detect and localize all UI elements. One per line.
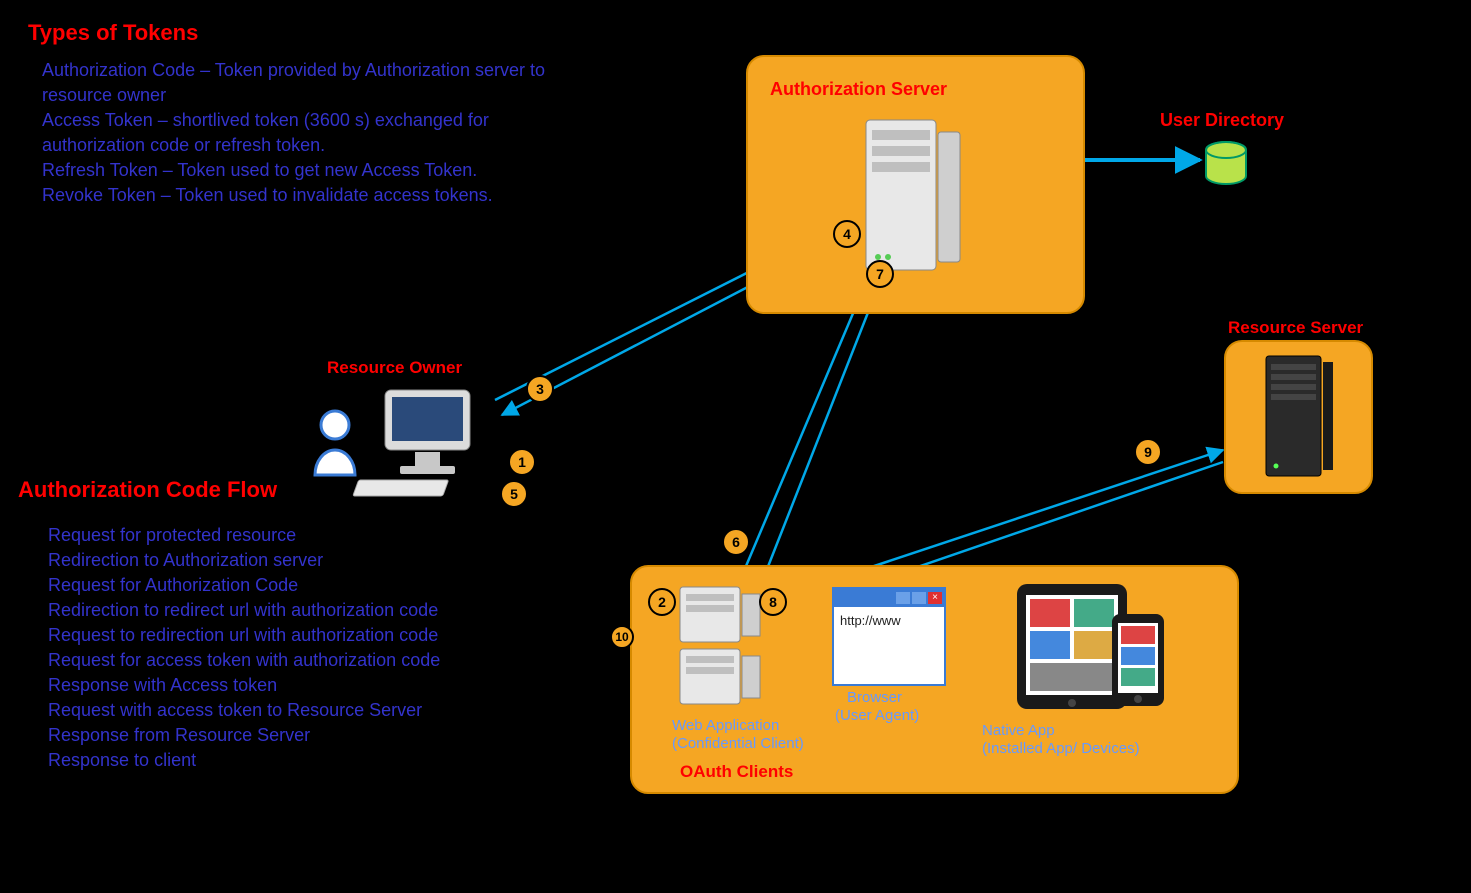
resource-server-icon (1261, 354, 1336, 480)
step-badge-6: 6 (722, 528, 750, 556)
step-badge-3: 3 (526, 375, 554, 403)
label-user-directory: User Directory (1160, 110, 1284, 131)
heading-auth-code-flow: Authorization Code Flow (18, 477, 277, 503)
step-badge-10: 10 (610, 625, 634, 649)
edge-owner-client-b (510, 490, 648, 618)
label-authorization-server: Authorization Server (770, 79, 947, 100)
resource-owner-icon (300, 380, 510, 500)
label-native-1: Native App (982, 722, 1055, 739)
database-icon (1200, 140, 1252, 192)
step-badge-9: 9 (1134, 438, 1162, 466)
browser-url-text: http://www (834, 607, 944, 634)
edge-auth-client-7 (758, 282, 880, 592)
step-badge-4: 4 (833, 220, 861, 248)
step-badge-7: 7 (866, 260, 894, 288)
token-types-body: Authorization Code – Token provided by A… (42, 58, 545, 208)
diagram-canvas: { "headings": { "types_of_tokens": "Type… (0, 0, 1471, 893)
web-application-icon (672, 582, 767, 712)
step-badge-8: 8 (759, 588, 787, 616)
label-native-2: (Installed App/ Devices) (982, 740, 1140, 757)
step-badge-2: 2 (648, 588, 676, 616)
label-browser-2: (User Agent) (835, 707, 919, 724)
heading-types-of-tokens: Types of Tokens (28, 20, 198, 46)
edge-client-auth-6 (738, 278, 868, 585)
panel-oauth-clients: Web Application (Confidential Client) × … (630, 565, 1239, 794)
label-web-app-1: Web Application (672, 717, 779, 734)
label-browser-1: Browser (847, 689, 902, 706)
native-app-icon (1012, 579, 1182, 714)
step-badge-1: 1 (508, 448, 536, 476)
panel-resource-server (1224, 340, 1373, 494)
panel-authorization-server: Authorization Server (746, 55, 1085, 314)
flow-steps-body: Request for protected resource Redirecti… (48, 523, 440, 773)
label-resource-server: Resource Server (1228, 318, 1363, 338)
server-icon (858, 112, 968, 282)
step-badge-5: 5 (500, 480, 528, 508)
browser-icon: × http://www (832, 587, 946, 686)
label-resource-owner: Resource Owner (327, 358, 462, 378)
label-oauth-clients: OAuth Clients (680, 762, 793, 782)
label-web-app-2: (Confidential Client) (672, 735, 804, 752)
